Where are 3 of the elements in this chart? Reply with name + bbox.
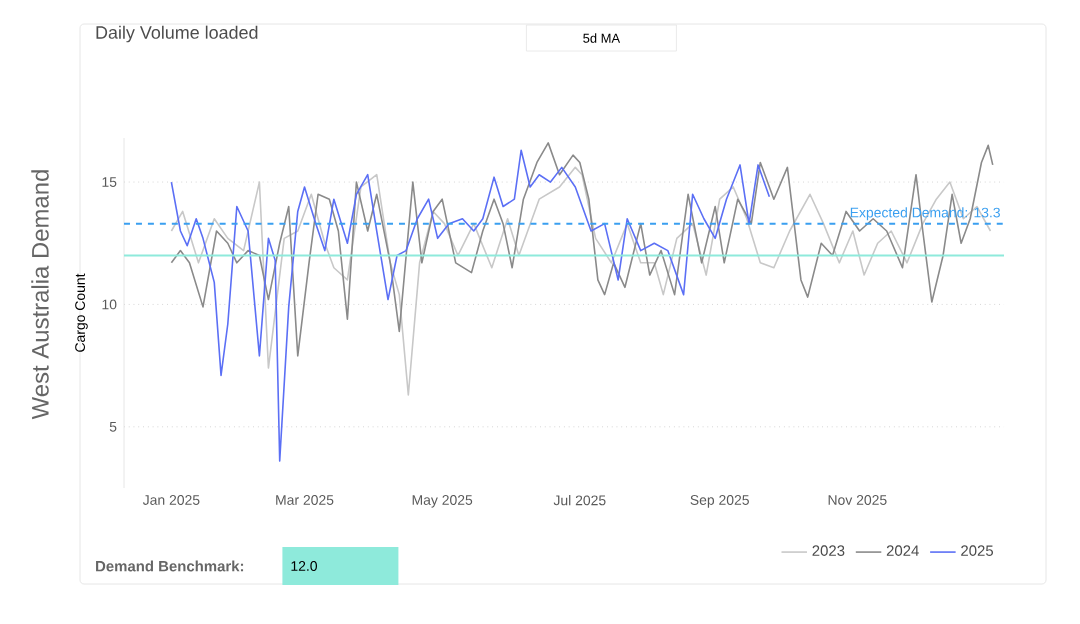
text: West Australia Demand	[31, 170, 49, 420]
chart-subtitle: Daily Volume loaded	[96, 25, 258, 43]
line-series	[170, 149, 771, 462]
